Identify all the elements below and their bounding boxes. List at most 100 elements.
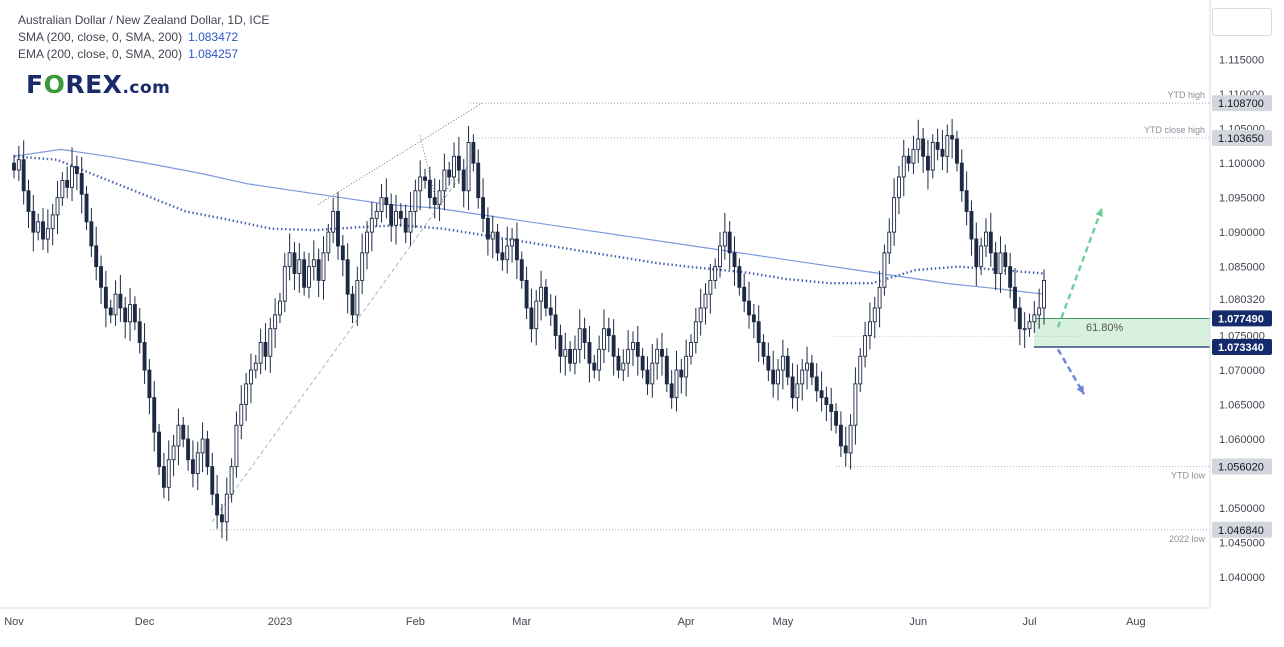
candle <box>838 411 843 457</box>
candles-layer <box>12 119 1046 542</box>
candle-body <box>12 162 16 171</box>
candle-body <box>959 162 964 192</box>
candle <box>45 209 50 253</box>
candle-body <box>645 369 650 385</box>
candle <box>423 168 427 189</box>
candle <box>998 236 1003 293</box>
candle-body <box>824 397 829 406</box>
price-tick-label: 1.100000 <box>1219 158 1265 170</box>
candle <box>819 371 824 412</box>
chart-settings-button[interactable] <box>1212 8 1272 36</box>
zones-layer <box>834 318 1210 348</box>
candle <box>55 181 60 235</box>
candle-body <box>534 300 539 330</box>
candle <box>1017 296 1022 346</box>
candle-body <box>476 162 481 199</box>
candle <box>882 244 887 296</box>
candle-body <box>36 221 41 233</box>
candle-body <box>123 307 128 323</box>
candle <box>394 194 398 245</box>
candle <box>215 474 220 529</box>
candle <box>684 339 689 397</box>
ema-legend-label: EMA (200, close, 0, SMA, 200) <box>18 47 183 61</box>
candle <box>340 234 345 277</box>
candle <box>698 288 703 336</box>
candle <box>800 359 805 401</box>
candle-body <box>229 466 234 495</box>
support-zone <box>1034 318 1210 348</box>
candle <box>519 251 524 289</box>
candle <box>655 338 660 380</box>
candle-body <box>181 424 186 440</box>
candle <box>500 239 505 271</box>
candle-body <box>142 342 147 371</box>
candle <box>945 124 950 173</box>
candle-body <box>901 155 906 178</box>
candle <box>210 452 215 506</box>
ema-legend-row: EMA (200, close, 0, SMA, 200) 1.084257 <box>18 46 269 63</box>
candle-body <box>727 231 732 254</box>
candle <box>940 130 945 171</box>
candle-body <box>171 445 176 461</box>
candle <box>253 354 258 379</box>
candle <box>776 359 780 401</box>
candle <box>452 142 456 188</box>
candle-body <box>1027 321 1032 330</box>
candle-body <box>892 197 897 233</box>
candle-body <box>1003 252 1008 268</box>
candle-body <box>930 142 935 171</box>
candle <box>621 349 626 382</box>
candle-body <box>669 383 674 399</box>
time-tick-label: Jun <box>909 616 927 628</box>
candle-body <box>611 335 616 357</box>
candle <box>1022 312 1027 348</box>
candle-body <box>563 348 568 357</box>
candle-body <box>660 348 664 357</box>
candle <box>26 179 31 228</box>
candle-body <box>336 210 340 247</box>
candle <box>292 241 297 291</box>
candle <box>345 243 350 314</box>
candle <box>369 201 374 252</box>
candle-body <box>74 166 79 174</box>
candle-body <box>621 362 626 371</box>
price-tick-label: 1.115000 <box>1219 55 1264 67</box>
time-tick-label: Dec <box>135 616 155 628</box>
candle-body <box>626 348 631 364</box>
level-note: YTD high <box>1167 90 1205 100</box>
candle <box>563 332 568 376</box>
candle-body <box>955 138 959 164</box>
candle <box>742 273 747 313</box>
candle <box>780 339 785 390</box>
candle-body <box>887 231 892 254</box>
candle <box>258 328 263 375</box>
candle <box>278 292 282 324</box>
candle-body <box>219 514 224 523</box>
candle-body <box>60 179 65 199</box>
candle <box>1032 301 1037 333</box>
candle <box>660 332 664 376</box>
candle <box>302 251 307 296</box>
candle <box>224 477 229 542</box>
rising-trendline <box>211 162 471 523</box>
candle-body <box>408 210 413 233</box>
price-tag-box <box>1212 458 1272 475</box>
candle <box>181 416 186 448</box>
candle-body <box>190 459 195 474</box>
candle <box>708 263 713 314</box>
candle <box>108 299 113 324</box>
candle-body <box>374 210 379 219</box>
time-tick-label: Feb <box>406 616 425 628</box>
price-tag-box <box>1212 130 1272 146</box>
candle <box>703 283 708 325</box>
candle-body <box>834 410 839 426</box>
candle-body <box>602 328 606 350</box>
sma-legend-row: SMA (200, close, 0, SMA, 200) 1.083472 <box>18 29 269 46</box>
annotation-lines-layer <box>210 102 1210 531</box>
candle-body <box>988 231 993 254</box>
candle-body <box>248 369 253 385</box>
candle-body <box>128 304 133 323</box>
candle-body <box>1032 314 1037 323</box>
